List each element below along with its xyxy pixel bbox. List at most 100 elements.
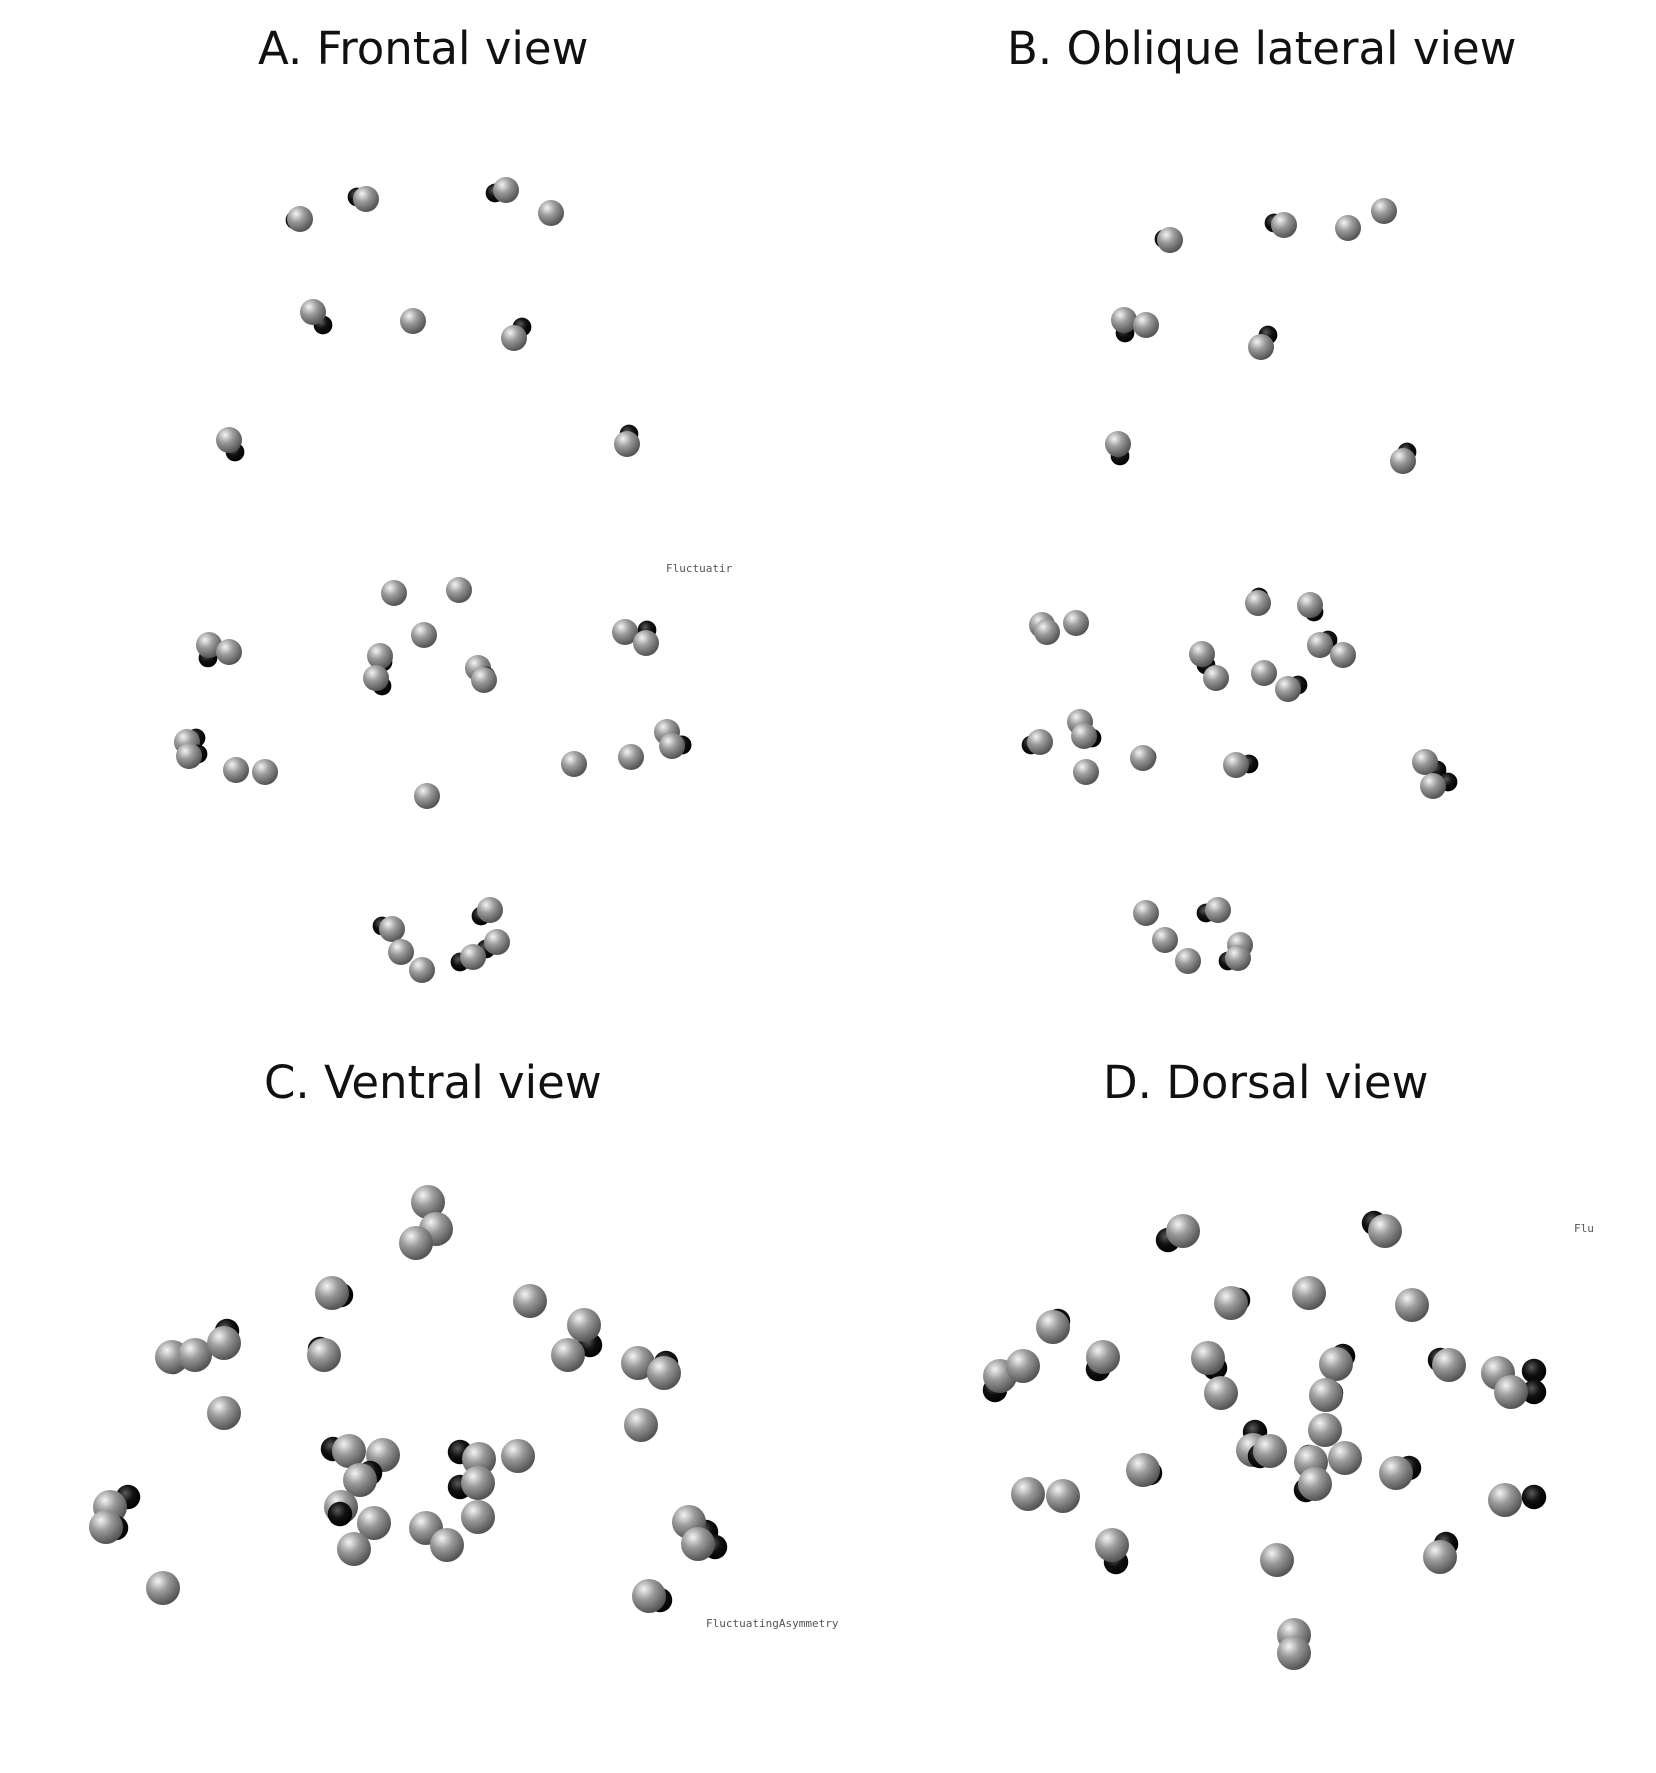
landmark-pair-22 [1046,1479,1080,1513]
grey-sphere [1063,610,1089,636]
grey-sphere [501,1439,535,1473]
grey-sphere [1086,1340,1120,1374]
landmark-pair-8 [1105,431,1131,466]
landmark-pair-30 [146,1571,180,1605]
landmark-pair-25 [447,1466,495,1500]
landmark-pair-7 [501,317,532,351]
landmark-pair-3 [1335,215,1361,241]
grey-sphere [1071,723,1097,749]
grey-sphere [1175,948,1201,974]
grey-sphere [1420,773,1446,799]
grey-sphere [1307,632,1333,658]
landmark-pair-33 [471,897,503,926]
panel-frontal-view: A. Frontal view Fluctuatir [0,0,828,1035]
grey-sphere [367,643,393,669]
landmark-pair-23 [430,1528,464,1562]
grey-sphere [1095,1528,1129,1562]
landmark-pair-2 [1361,1210,1402,1248]
grey-sphere [379,916,405,942]
grey-sphere [1248,334,1274,360]
black-sphere [1521,1484,1547,1510]
grey-sphere [1130,745,1156,771]
grey-sphere [621,1346,655,1380]
grey-sphere [430,1528,464,1562]
grey-sphere [1152,927,1178,953]
landmark-plot [174,177,692,983]
grey-sphere [1011,1477,1045,1511]
landmark-pair-15 [1308,1413,1342,1447]
landmark-pair-18 [343,1460,383,1497]
landmark-plot [982,1210,1547,1670]
grey-sphere [178,1338,212,1372]
landmark-pair-3 [1036,1308,1071,1344]
landmark-pair-32 [1196,897,1231,923]
grey-sphere [409,957,435,983]
grey-sphere [399,1226,433,1260]
landmark-pair-4 [538,200,564,226]
grey-sphere [1390,448,1416,474]
landmark-pair-8 [216,427,245,462]
grey-sphere [216,639,242,665]
black-sphere [1521,1379,1547,1405]
landmark-pair-25 [1130,745,1157,771]
grey-sphere [647,1356,681,1390]
landmark-pair-34 [1218,945,1251,971]
grey-sphere [1330,642,1356,668]
grey-sphere [1488,1483,1522,1517]
landmark-pair-26 [461,1500,495,1534]
landmark-pair-1 [411,1185,445,1219]
grey-sphere [1133,900,1159,926]
grey-sphere [1271,212,1297,238]
grey-sphere [1027,729,1053,755]
grey-sphere [484,929,510,955]
landmark-pair-6 [1006,1349,1040,1383]
grey-sphere [614,431,640,457]
grey-sphere [1157,227,1183,253]
landmark-pair-8 [1292,1276,1326,1310]
grey-sphere [1133,312,1159,338]
grey-sphere [1205,897,1231,923]
landmark-pair-16 [1203,665,1229,691]
grey-sphere [414,783,440,809]
landmark-pair-27 [1488,1483,1547,1517]
landmark-pair-28 [659,733,692,759]
grey-sphere [388,939,414,965]
landmark-pair-22 [176,743,208,769]
landmark-pair-28 [1095,1528,1129,1575]
grey-sphere [1036,1310,1070,1344]
grey-sphere [207,1396,241,1430]
grey-sphere [1277,1636,1311,1670]
grey-sphere [337,1532,371,1566]
landmark-pair-15 [624,1408,658,1442]
landmark-pair-6 [178,1338,212,1372]
grey-sphere [89,1510,123,1544]
black-sphere [1521,1358,1547,1384]
grey-sphere [1328,1441,1362,1475]
grey-sphere [287,206,313,232]
grey-sphere [1105,431,1131,457]
landmark-pair-3 [485,177,519,203]
landmark-pair-18 [471,666,497,693]
landmark-pair-21 [1011,1477,1045,1511]
landmark-pair-31 [1175,948,1201,974]
grey-sphere [551,1338,585,1372]
landmark-pair-9 [1395,1288,1429,1322]
black-sphere [327,1501,353,1527]
landmark-pair-15 [367,643,393,672]
landmark-pair-26 [1223,752,1259,778]
landmark-pair-30 [1423,1531,1459,1574]
landmark-plot [1021,198,1458,974]
grey-sphere [493,177,519,203]
grey-sphere [659,733,685,759]
grey-sphere [1297,592,1323,618]
grey-sphere [681,1527,715,1561]
panel-dorsal-view: D. Dorsal view Flu [828,1035,1656,1773]
panel-title: C. Ventral view [264,1056,602,1109]
landmark-pair-16 [320,1434,366,1468]
landmark-pair-27 [501,1439,535,1473]
grey-sphere [632,1579,666,1613]
grey-sphere [1395,1288,1429,1322]
grey-sphere [1319,1347,1353,1381]
landmark-pair-6 [400,308,426,334]
grey-sphere [1166,1214,1200,1248]
